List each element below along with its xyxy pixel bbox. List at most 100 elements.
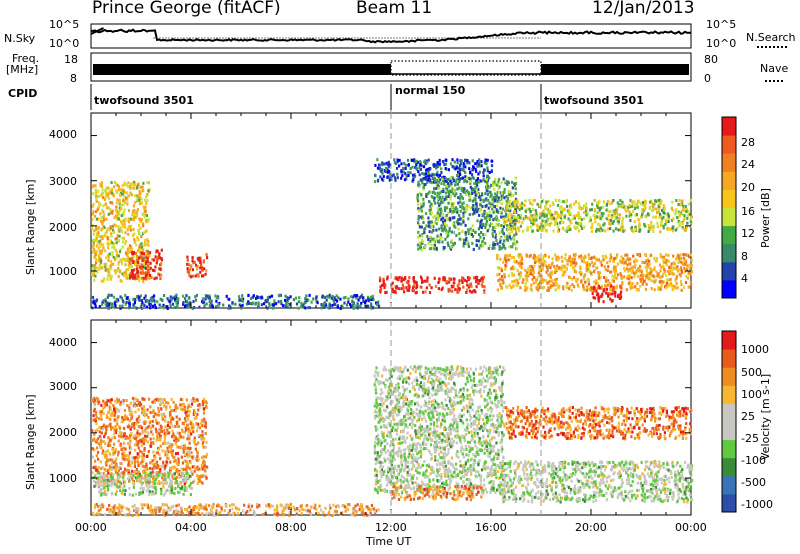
freq-tick-high: 18 [64,53,78,66]
power-cell [667,212,670,216]
velocity-cell [164,425,167,429]
power-cell [512,217,515,221]
power-cell [445,231,448,235]
power-cell [141,301,144,305]
power-cell [538,258,541,262]
power-cell [510,237,513,241]
power-cell [135,213,139,217]
power-cell [479,203,482,207]
power-cell [443,219,447,223]
power-cell [199,258,202,262]
power-cell [140,267,143,271]
power-cell [124,217,127,221]
power-cell [208,294,211,298]
velocity-cell [115,457,118,461]
power-cell [227,306,230,310]
velocity-cell [112,461,115,464]
power-cell [357,298,360,302]
power-cell [593,287,596,291]
power-cell [103,197,107,201]
power-cell [640,215,643,219]
power-cell [636,205,639,209]
power-cell [422,204,425,208]
power-cell [97,189,100,193]
power-cell [143,241,146,245]
power-cell [547,200,550,203]
velocity-cell [118,430,121,434]
power-cell [529,216,532,220]
power-cell [660,221,663,225]
power-cell [514,208,518,212]
power-cell [377,300,380,304]
power-cell [611,299,614,303]
power-cell [679,211,682,215]
power-cell [126,202,129,206]
power-cell [468,289,472,293]
power-cell [508,190,511,194]
power-cell [453,160,456,164]
power-cell [143,264,146,268]
power-cell [443,198,446,201]
power-cell [204,294,207,298]
power-cell [321,294,324,298]
velocity-cell [156,464,159,467]
power-cell [525,288,528,292]
power-cell [453,194,457,198]
power-cell [453,216,456,220]
power-cell [656,273,659,277]
power-cell [633,260,636,264]
power-cell [93,250,96,254]
power-cell [341,306,344,310]
power-cell [151,258,154,261]
velocity-cell [198,467,201,471]
power-cell [562,287,565,291]
power-cell [662,255,666,259]
power-cell [229,306,232,310]
power-cell [121,192,124,196]
power-cell [564,256,567,260]
power-cell [476,160,479,164]
power-cell [471,168,474,172]
power-cell [458,180,461,183]
power-cell [144,210,147,213]
velocity-cell [133,436,137,440]
power-cell [512,222,515,226]
power-cell [247,294,250,297]
power-cell [619,199,622,202]
power-cell [499,206,502,210]
power-cell [670,270,673,274]
power-cell [376,166,380,170]
velocity-cell [153,478,157,481]
power-cell [514,210,517,214]
power-cell [641,213,644,217]
power-cell [516,269,519,272]
power-cell [620,286,623,290]
power-cell [656,221,659,225]
power-cell [607,200,610,203]
power-cell [498,224,501,227]
power-cell [92,273,95,277]
velocity-cell [177,425,180,428]
power-cell [402,167,405,170]
power-cell [97,194,100,198]
power-cell [429,225,432,229]
power-cell [457,218,460,222]
power-cell [144,239,147,242]
velocity-cell [114,459,117,463]
power-cell [137,270,140,273]
velocity-cell [123,452,126,456]
power-cell [568,224,571,228]
power-cell [123,194,126,198]
power-cell [509,222,512,226]
power-cell [487,213,490,217]
power-cell [627,281,630,285]
power-cell [678,211,681,215]
power-cell [127,220,131,224]
power-cell [456,222,460,226]
power-cell [629,199,632,203]
power-cell [520,213,523,217]
power-cell [285,301,288,305]
power-cell [627,262,631,266]
power-cell [191,306,194,310]
power-cell [105,262,108,266]
